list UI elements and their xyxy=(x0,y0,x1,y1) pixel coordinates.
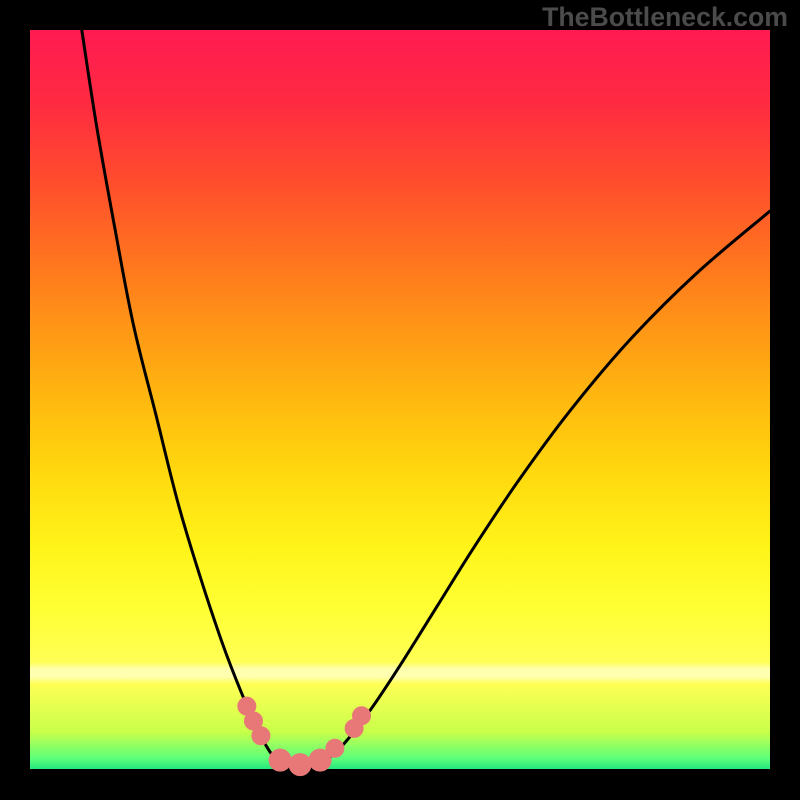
data-marker xyxy=(289,754,311,776)
data-marker xyxy=(252,727,270,745)
gradient-background xyxy=(30,30,770,769)
data-marker xyxy=(353,707,371,725)
data-marker xyxy=(326,739,344,757)
watermark-text: TheBottleneck.com xyxy=(542,2,788,33)
data-marker xyxy=(269,749,291,771)
bottleneck-chart xyxy=(0,0,800,800)
chart-frame: TheBottleneck.com xyxy=(0,0,800,800)
